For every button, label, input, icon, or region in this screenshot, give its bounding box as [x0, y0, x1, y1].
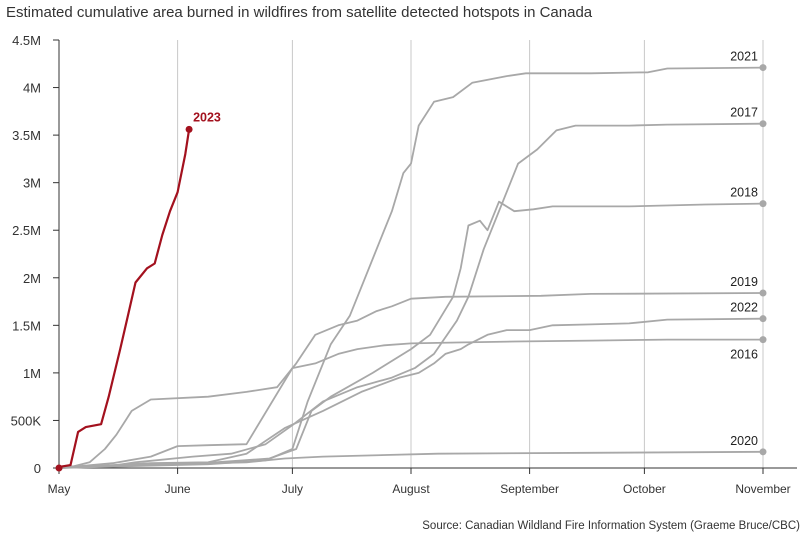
- x-tick-label: November: [735, 482, 790, 496]
- series-end-point-2019: [759, 289, 767, 297]
- series-line-2020: [58, 450, 764, 469]
- y-tick-label: 3.5M: [12, 128, 41, 143]
- series-label-2017: 2017: [730, 106, 758, 120]
- axes: May June July August September October Novembe…: [11, 33, 797, 496]
- x-tick-label: August: [392, 482, 430, 496]
- series-label-2022: 2022: [730, 301, 758, 315]
- y-tick-label: 500K: [11, 413, 42, 428]
- series-lines: [55, 64, 767, 472]
- series-end-point-2017: [759, 120, 767, 128]
- y-tick-label: 1M: [23, 366, 41, 381]
- x-tick-label: May: [48, 482, 71, 496]
- x-tick-label: June: [165, 482, 191, 496]
- y-tick-label: 0: [34, 461, 41, 476]
- series-labels: 2021 2017 2018 2019 2022 2016 2020 2023: [193, 50, 758, 448]
- x-tick-label: July: [282, 482, 303, 496]
- series-end-point-2023: [185, 125, 193, 133]
- series-label-2023: 2023: [193, 110, 221, 124]
- grid-lines: [58, 40, 764, 468]
- series-label-2020: 2020: [730, 434, 758, 448]
- x-tick-label: September: [500, 482, 559, 496]
- series-line-2022: [58, 317, 764, 469]
- chart-title: Estimated cumulative area burned in wild…: [6, 4, 593, 21]
- series-end-point-2020: [759, 448, 767, 456]
- series-end-point-2016: [759, 336, 767, 344]
- series-line-2019: [58, 292, 764, 469]
- y-tick-label: 4M: [23, 81, 41, 96]
- series-end-point-2021: [759, 64, 767, 72]
- x-tick-label: October: [623, 482, 666, 496]
- y-tick-label: 2M: [23, 271, 41, 286]
- series-line-2017: [58, 122, 764, 469]
- series-label-2016: 2016: [730, 348, 758, 362]
- y-tick-label: 1.5M: [12, 318, 41, 333]
- series-line-2016: [58, 338, 764, 469]
- origin-point: [55, 464, 63, 472]
- y-tick-label: 3M: [23, 176, 41, 191]
- y-tick-label: 4.5M: [12, 33, 41, 48]
- y-tick-label: 2.5M: [12, 223, 41, 238]
- series-label-2018: 2018: [730, 186, 758, 200]
- series-end-point-2022: [759, 315, 767, 323]
- series-end-point-2018: [759, 200, 767, 208]
- series-line-2023: [57, 128, 191, 469]
- source-note: Source: Canadian Wildland Fire Informati…: [422, 520, 800, 532]
- series-label-2021: 2021: [730, 50, 758, 64]
- series-label-2019: 2019: [730, 275, 758, 289]
